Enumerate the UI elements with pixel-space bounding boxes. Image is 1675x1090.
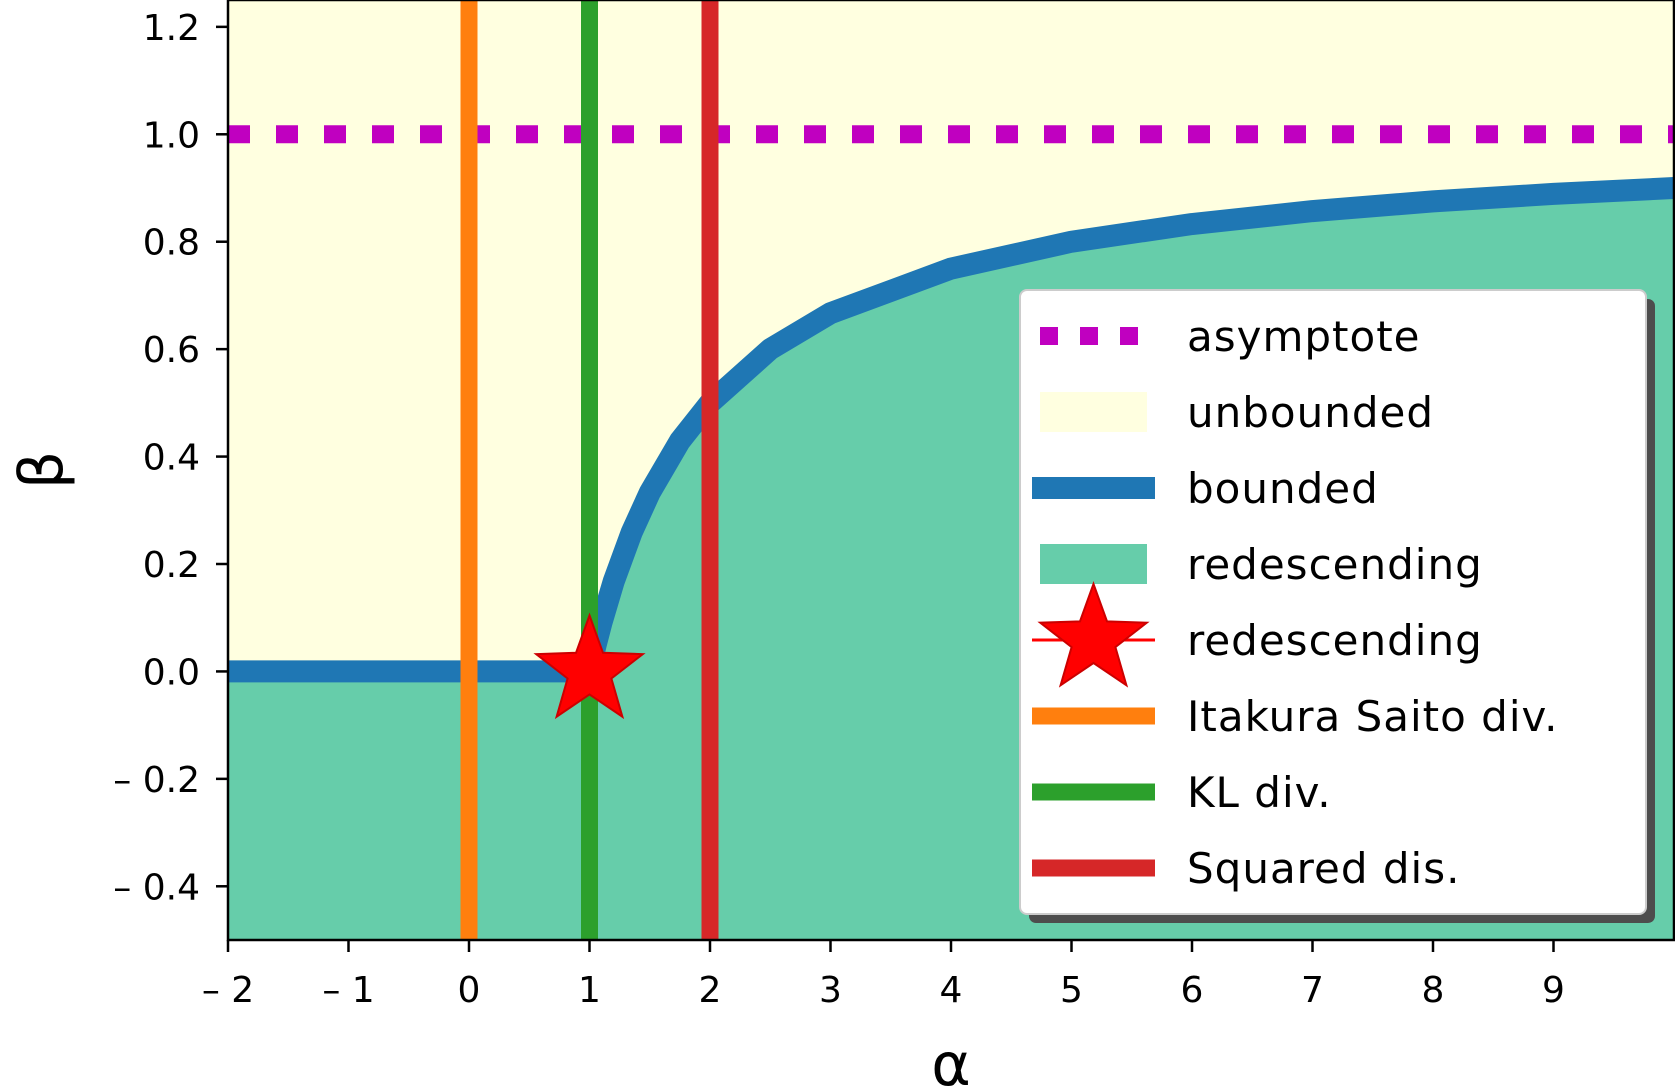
legend-label: Itakura Saito div. (1187, 692, 1558, 741)
legend-label: redescending (1187, 540, 1483, 589)
legend-label: asymptote (1187, 312, 1421, 361)
x-tick-label: 4 (940, 970, 963, 1011)
y-axis: – 0.4 – 0.2 0.0 0.2 0.4 0.6 0.8 1.0 1.2 (113, 8, 228, 908)
x-tick-label: 5 (1060, 970, 1083, 1011)
legend-item: redescending (1040, 540, 1483, 589)
legend-star-icon (1037, 581, 1150, 688)
x-tick-label: 2 (699, 970, 722, 1011)
y-tick-label: 0.4 (143, 438, 200, 479)
x-tick-label: 3 (819, 970, 842, 1011)
legend-swatch (1040, 392, 1147, 432)
x-tick-label: 1 (578, 970, 601, 1011)
legend-label: redescending (1187, 616, 1483, 665)
legend-label: Squared dis. (1187, 844, 1460, 893)
x-axis-title: α (931, 1030, 971, 1090)
x-tick-label: 7 (1301, 970, 1324, 1011)
x-tick-label: 9 (1542, 970, 1565, 1011)
y-tick-label: 0.0 (143, 652, 200, 693)
y-axis-title: β (7, 451, 77, 489)
legend-label: unbounded (1187, 388, 1434, 437)
x-tick-label: 0 (458, 970, 481, 1011)
y-tick-label: – 0.2 (113, 760, 200, 801)
legend-item: Itakura Saito div. (1032, 692, 1558, 741)
x-axis: – 2 – 1 0 1 2 3 4 5 6 7 8 9 (202, 940, 1565, 1011)
x-tick-label: – 1 (322, 970, 374, 1011)
y-tick-label: 0.2 (143, 545, 200, 586)
legend-item: Squared dis. (1032, 844, 1460, 893)
y-tick-label: 0.8 (143, 223, 200, 264)
y-tick-label: 1.2 (143, 8, 200, 49)
y-tick-label: 0.6 (143, 330, 200, 371)
legend-item: unbounded (1040, 388, 1434, 437)
bounded-curve (228, 177, 1674, 683)
legend-swatch (1040, 544, 1147, 584)
x-tick-label: 8 (1422, 970, 1445, 1011)
legend-item: bounded (1032, 464, 1379, 513)
legend-box (1019, 289, 1647, 915)
y-tick-label: – 0.4 (113, 867, 200, 908)
legend-item: KL div. (1032, 768, 1332, 817)
x-tick-label: 6 (1181, 970, 1204, 1011)
redescending-star-marker (533, 612, 646, 720)
legend-label: bounded (1187, 464, 1379, 513)
x-tick-label: – 2 (202, 970, 254, 1011)
legend-label: KL div. (1187, 768, 1332, 817)
legend-item: asymptote (1040, 312, 1421, 361)
y-tick-label: 1.0 (143, 115, 200, 156)
legend: asymptote unbounded bounded redescending red… (1019, 289, 1655, 923)
legend-item: redescending (1032, 581, 1483, 688)
